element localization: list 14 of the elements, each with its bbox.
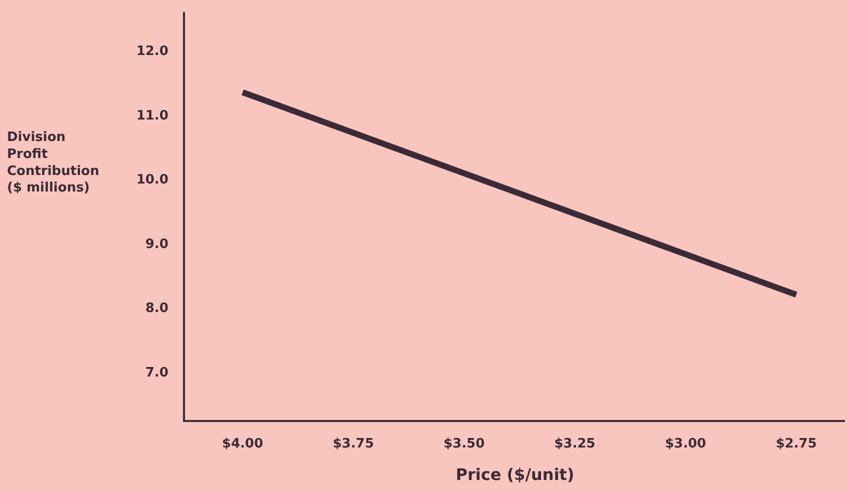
y-tick-label: 10.0 — [136, 172, 168, 188]
x-tick-label: $3.00 — [664, 436, 706, 452]
x-tick-label: $3.25 — [554, 436, 596, 452]
x-tick-label: $4.00 — [222, 436, 264, 452]
x-axis-title: Price ($/unit) — [456, 464, 574, 484]
x-tick-label: $2.75 — [776, 436, 817, 452]
x-tick-label: $3.75 — [332, 436, 374, 452]
x-tick-label: $3.50 — [443, 436, 485, 452]
y-axis-title: Division Profit Contribution ($ millions) — [7, 130, 100, 196]
y-tick-label: 8.0 — [145, 301, 168, 316]
y-tick-label: 12.0 — [136, 44, 168, 60]
y-tick-label: 9.0 — [145, 236, 168, 252]
y-tick-label: 11.0 — [136, 108, 168, 124]
y-tick-label: 7.0 — [145, 365, 168, 380]
